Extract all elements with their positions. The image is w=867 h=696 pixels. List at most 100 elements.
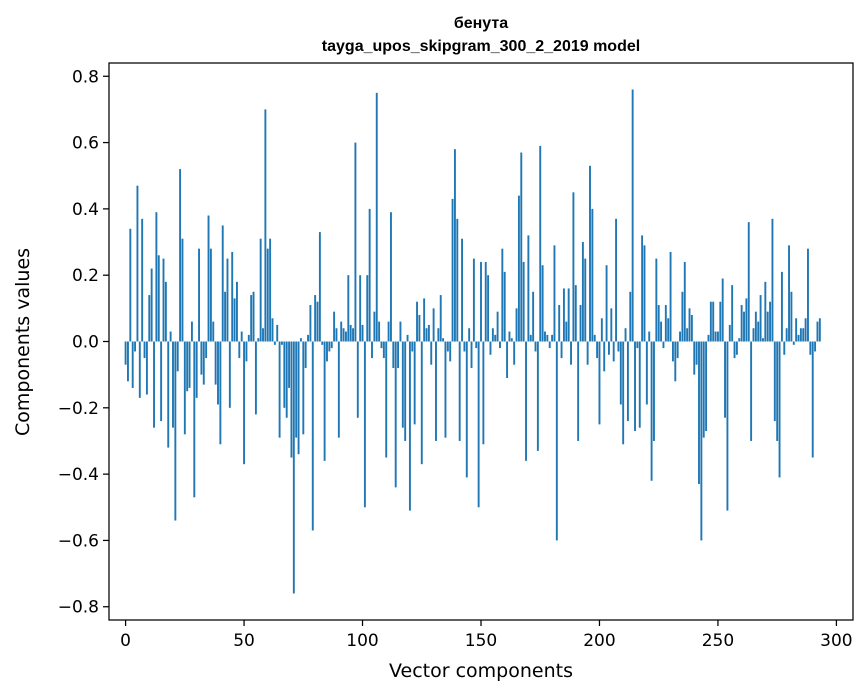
bar-197 [591,208,594,342]
bar-172 [532,291,535,342]
bar-266 [754,311,757,342]
bar-262 [745,298,748,342]
bar-85 [326,341,328,362]
bar-279 [785,328,788,342]
bar-192 [579,305,582,342]
bar-175 [539,145,542,342]
bar-35 [207,215,210,342]
bar-150 [480,261,482,342]
bar-221 [648,331,651,342]
bar-284 [797,334,800,342]
bar-71 [292,341,295,594]
bar-9 [145,341,148,395]
bar-96 [352,328,354,342]
bar-201 [600,318,603,342]
chart-title-line1: бенута [454,15,508,32]
bar-229 [667,318,670,342]
bar-163 [510,338,513,342]
x-tick-label: 100 [346,631,378,651]
bar-112 [390,212,392,342]
bar-256 [731,285,734,342]
bar-264 [750,341,753,441]
bar-147 [472,258,475,342]
bar-209 [619,341,622,405]
bar-28 [190,321,193,342]
bar-29 [193,341,196,498]
bar-177 [544,331,546,342]
bar-233 [676,341,679,359]
bar-267 [757,321,760,342]
bar-61 [269,238,272,342]
bar-59 [264,109,267,342]
bar-133 [439,295,442,342]
bar-174 [536,341,539,451]
bar-4 [134,341,137,352]
bar-126 [423,298,426,342]
bar-47 [236,281,238,342]
bar-230 [669,251,672,342]
y-tick-label: 0.2 [72,266,99,286]
bar-185 [562,288,565,342]
chart-title-line2: tayga_upos_skipgram_300_2_2019 model [322,38,640,55]
bar-115 [397,341,400,369]
y-tick-label: −0.8 [58,598,99,618]
bar-16 [162,258,165,342]
bar-69 [288,341,291,388]
bar-141 [458,341,461,441]
bar-219 [643,245,646,342]
bar-196 [589,165,591,342]
bar-139 [453,149,456,342]
bar-23 [179,169,182,342]
bar-107 [378,321,381,342]
x-tick-label: 300 [820,631,852,651]
bar-143 [463,341,466,352]
y-tick-label: −0.2 [58,399,99,419]
bar-100 [361,324,364,342]
bar-236 [683,261,686,342]
bar-138 [451,198,454,342]
bar-188 [570,341,572,365]
bar-42 [224,291,227,342]
bar-92 [342,328,345,342]
bar-91 [340,321,343,342]
bar-167 [520,152,523,342]
bar-32 [200,341,203,375]
bar-224 [655,258,658,342]
bar-66 [281,341,283,345]
bar-135 [444,341,447,438]
bar-44 [228,341,231,408]
bar-105 [373,311,376,342]
bar-18 [167,341,170,448]
bar-102 [366,275,369,342]
bar-56 [257,338,260,342]
bar-82 [318,232,321,342]
bar-190 [574,285,577,342]
bar-30 [195,341,198,398]
bar-176 [541,265,544,342]
bar-34 [205,341,208,359]
bar-228 [664,305,667,342]
bar-270 [764,281,767,342]
bar-21 [174,341,177,521]
bar-269 [762,338,764,342]
bar-93 [344,331,347,342]
x-axis-ticks: 0 50 100 150 200 250 300 [120,620,853,651]
bar-161 [506,341,509,378]
bar-77 [307,334,309,342]
bar-252 [721,278,724,342]
bar-198 [593,334,596,342]
bar-241 [695,341,698,365]
bar-287 [804,318,807,342]
bar-97 [354,142,357,342]
bars-group [124,89,821,594]
bar-159 [501,248,504,342]
bar-259 [738,338,741,342]
bar-25 [183,341,186,435]
bar-268 [759,295,762,342]
bar-282 [792,341,795,345]
bar-55 [254,341,257,415]
bar-3 [131,341,134,388]
bar-206 [612,341,615,362]
bar-275 [776,341,779,441]
bar-120 [408,341,411,511]
